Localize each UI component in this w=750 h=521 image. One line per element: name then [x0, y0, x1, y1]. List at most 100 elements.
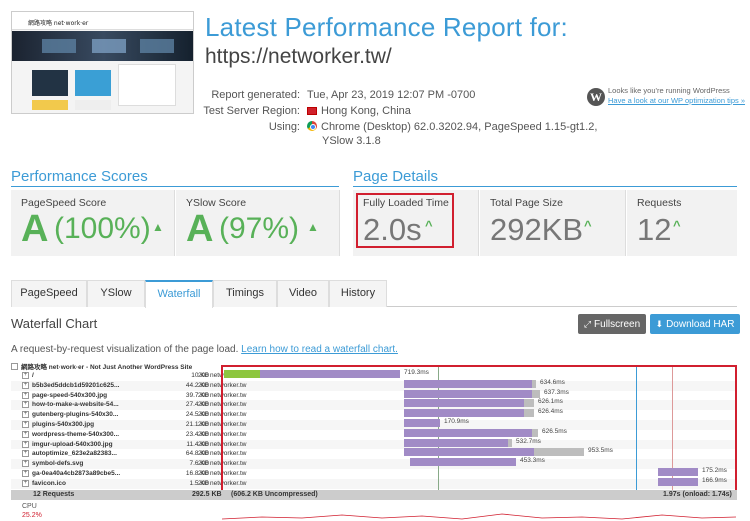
request-status: 200 — [198, 391, 209, 399]
bar-segment-receive — [404, 428, 532, 437]
expand-row-icon[interactable]: + — [22, 372, 29, 379]
expand-row-icon[interactable]: + — [22, 381, 29, 389]
request-domain: networker.tw — [210, 421, 247, 428]
expand-row-icon[interactable]: + — [22, 470, 29, 477]
request-name: / — [32, 372, 34, 379]
tab-waterfall[interactable]: Waterfall — [145, 280, 213, 308]
table-row[interactable]: + wordpress-theme-540x300... 23.4 KB 200 net… — [11, 430, 737, 440]
fully-loaded-label: Fully Loaded Time — [363, 197, 449, 209]
table-row[interactable]: + page-speed-540x300.jpg 39.7 KB 200 network… — [11, 391, 737, 401]
request-status: 200 — [198, 460, 209, 468]
waterfall-chart: 719.3ms 634.6ms 637.3ms 626.1ms 626.4ms 170.9… — [222, 366, 736, 493]
fullscreen-button[interactable]: ⤢ Fullscreen — [578, 314, 646, 334]
waterfall-bar[interactable] — [224, 370, 400, 378]
onload-line — [636, 366, 637, 493]
expand-row-icon[interactable]: + — [22, 440, 29, 448]
tab-video[interactable]: Video — [277, 280, 329, 307]
waterfall-bar[interactable] — [404, 379, 536, 388]
tab-yslow[interactable]: YSlow — [87, 280, 145, 307]
table-row[interactable]: + favicon.ico 1.5 KB 200 networker.tw — [11, 478, 737, 489]
table-row[interactable]: + ga-0ea40a4cb2873a89cbe5... 16.8 KB 200 net… — [11, 469, 737, 479]
waterfall-bar[interactable] — [404, 399, 534, 408]
expand-row-icon[interactable]: + — [22, 450, 29, 458]
waterfall-bar[interactable] — [404, 419, 440, 427]
performance-scores-heading: Performance Scores — [11, 168, 148, 185]
expand-row-icon[interactable]: + — [22, 401, 29, 409]
table-row[interactable]: + gutenberg-plugins-540x30... 24.5 KB 200 ne… — [11, 410, 737, 420]
report-url: https://networker.tw/ — [205, 45, 392, 68]
fully-loaded-line — [672, 366, 673, 493]
bar-time-label: 719.3ms — [404, 369, 429, 376]
yslow-score-label: YSlow Score — [186, 197, 247, 209]
bar-segment-receive — [404, 419, 440, 427]
waterfall-bar[interactable] — [404, 409, 534, 418]
tab-timings[interactable]: Timings — [213, 280, 277, 307]
bar-time-label: 166.9ms — [702, 476, 727, 484]
table-row[interactable]: + plugins-540x300.jpg 21.1 KB 200 networker.… — [11, 420, 737, 430]
waterfall-bar[interactable] — [404, 448, 584, 457]
collapse-icon[interactable] — [11, 363, 18, 370]
page-size-card: Total Page Size 292KB ^ — [480, 190, 626, 256]
request-size: 44.2 KB — [185, 381, 209, 389]
tab-pagespeed[interactable]: PageSpeed — [11, 280, 87, 307]
cpu-label: CPU — [22, 503, 37, 510]
expand-icon: ⤢ — [583, 319, 592, 329]
request-size: 39.7 KB — [185, 391, 209, 399]
table-row[interactable]: + b5b3ed5ddcb1d59201c625... 44.2 KB 200 netw… — [11, 380, 737, 391]
waterfall-description: A request-by-request visualization of th… — [11, 344, 398, 355]
wordpress-icon: W — [587, 88, 605, 106]
waterfall-bar[interactable] — [410, 458, 516, 467]
region-value-row: Hong Kong, China — [307, 105, 411, 117]
site-thumbnail: 網路攻略 net·work·er — [11, 11, 194, 114]
tab-history[interactable]: History — [329, 280, 387, 307]
bar-segment-receive — [404, 389, 532, 398]
table-row[interactable]: + symbol-defs.svg 7.6 KB 200 networker.tw — [11, 459, 737, 469]
waterfall-bar[interactable] — [658, 468, 698, 476]
request-status: 200 — [198, 470, 209, 477]
bar-segment-receive — [260, 370, 400, 378]
bar-time-label: 532.7ms — [516, 437, 541, 445]
bar-time-label: 175.2ms — [702, 467, 727, 474]
page-size-up-arrow-icon: ^ — [584, 218, 592, 233]
download-har-button[interactable]: ⬇ Download HAR — [650, 314, 740, 334]
request-size: 10 KB — [191, 372, 209, 379]
using-value-row: Chrome (Desktop) 62.0.3202.94, PageSpeed… — [307, 121, 597, 133]
expand-row-icon[interactable]: + — [22, 479, 29, 487]
bar-time-label: 626.4ms — [538, 408, 563, 416]
table-row[interactable]: + autoptimize_623e2a82383... 64.8 KB 200 net… — [11, 449, 737, 459]
waterfall-bar[interactable] — [404, 389, 540, 398]
bar-segment-receive — [404, 438, 508, 447]
request-status: 200 — [198, 440, 209, 448]
request-status: 200 — [198, 430, 209, 438]
waterfall-site-name: 網路攻略 net·work·er - Not Just Another Word… — [21, 364, 193, 371]
expand-row-icon[interactable]: + — [22, 411, 29, 419]
request-domain: networker.tw — [210, 479, 247, 487]
region-label: Test Server Region: — [203, 105, 300, 117]
table-row[interactable]: + how-to-make-a-website-54... 27.4 KB 200 ne… — [11, 400, 737, 411]
bar-segment-receive — [658, 468, 698, 476]
request-status: 200 — [198, 372, 209, 379]
request-name: favicon.ico — [32, 479, 66, 487]
wordpress-tips-link[interactable]: Have a look at our WP optimization tips … — [608, 96, 746, 105]
request-name: ga-0ea40a4cb2873a89cbe5... — [32, 470, 121, 477]
fully-loaded-up-arrow-icon: ^ — [425, 218, 433, 233]
expand-row-icon[interactable]: + — [22, 391, 29, 399]
waterfall-bar[interactable] — [658, 477, 698, 486]
request-name: gutenberg-plugins-540x30... — [32, 411, 119, 419]
request-domain: networker.tw — [210, 411, 247, 419]
expand-row-icon[interactable]: + — [22, 430, 29, 438]
request-size: 24.5 KB — [185, 411, 209, 419]
wordpress-notice-text: Looks like you're running WordPress — [608, 86, 730, 95]
waterfall-bar[interactable] — [404, 428, 538, 437]
table-row[interactable]: + imgur-upload-540x300.jpg 11.4 KB 200 netwo… — [11, 439, 737, 450]
performance-scores-divider — [11, 186, 339, 187]
expand-row-icon[interactable]: + — [22, 460, 29, 468]
waterfall-learn-link[interactable]: Learn how to read a waterfall chart. — [241, 344, 398, 355]
bar-segment-blocked — [532, 428, 538, 437]
bar-time-label: 170.9ms — [444, 418, 469, 425]
download-icon: ⬇ — [655, 319, 664, 329]
waterfall-bar[interactable] — [404, 438, 512, 447]
generated-label: Report generated: — [211, 89, 300, 101]
expand-row-icon[interactable]: + — [22, 421, 29, 428]
request-size: 21.1 KB — [185, 421, 209, 428]
